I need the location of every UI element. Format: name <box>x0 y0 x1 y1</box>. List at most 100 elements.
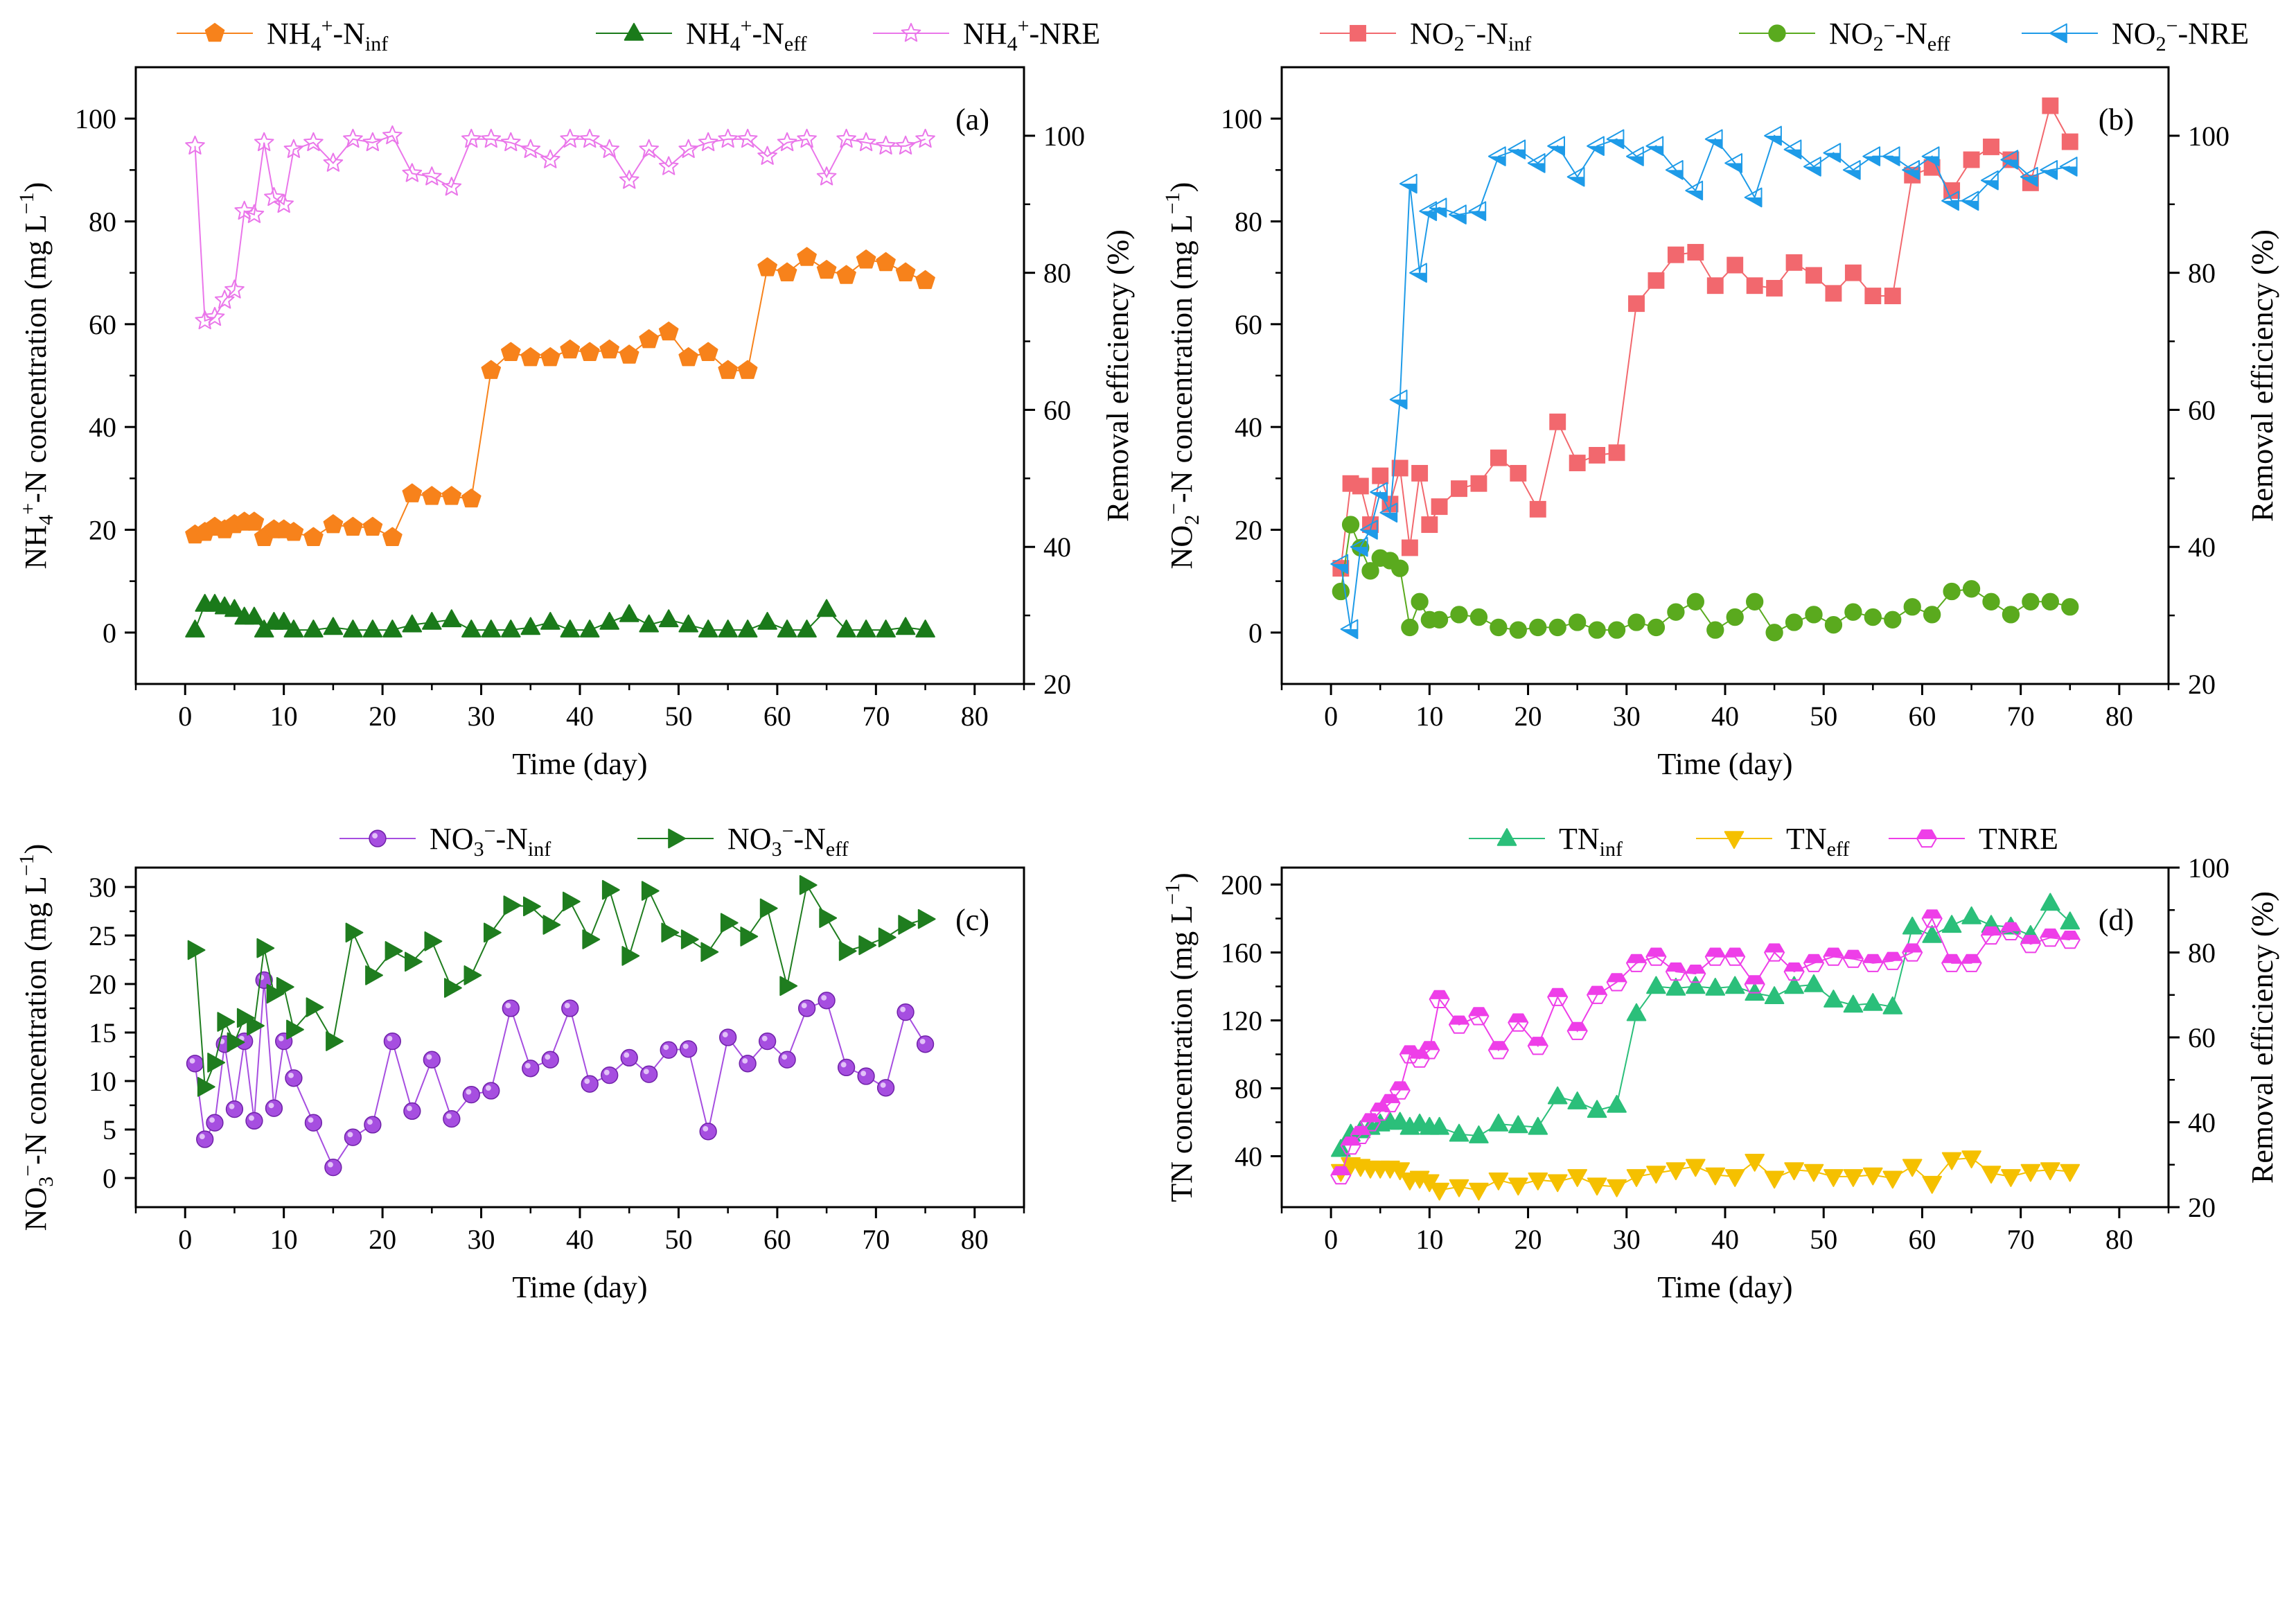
data-point-half <box>1469 1008 1489 1017</box>
data-point <box>1961 1150 1981 1168</box>
data-point <box>1922 925 1942 943</box>
data-point <box>621 946 640 966</box>
data-point <box>197 1077 215 1097</box>
data-point <box>639 614 659 633</box>
data-point-half <box>1449 1016 1469 1025</box>
data-point-highlight <box>229 1103 235 1109</box>
data-point <box>1627 613 1645 631</box>
data-point <box>217 1012 236 1032</box>
data-point <box>364 1116 382 1134</box>
data-point-half <box>1607 139 1624 149</box>
data-point <box>444 978 462 998</box>
data-point <box>343 516 363 536</box>
data-point <box>1430 611 1449 629</box>
chart-panel-c: 0 10 20 30 40 50 60 70 80 Time (day) 0 5 10 15 20 25 30 N… <box>15 820 1025 1304</box>
data-point <box>1823 990 1844 1008</box>
data-point-half <box>1567 177 1584 186</box>
y-right-tick-label: 20 <box>2188 669 2216 700</box>
legend-marker-half <box>1917 829 1936 838</box>
data-point <box>481 128 502 148</box>
data-point <box>1361 562 1379 580</box>
data-point <box>779 976 798 996</box>
plot-frame <box>1280 66 2170 685</box>
data-point <box>2041 592 2059 611</box>
legend-label: NO2−-Neff <box>1829 15 1950 55</box>
data-point <box>274 193 294 213</box>
data-point-half <box>1420 1042 1440 1051</box>
plot-frame <box>134 66 1025 685</box>
legend-marker <box>1768 24 1786 42</box>
series-d-0 <box>1331 893 2081 1157</box>
y-tick-label: 30 <box>89 872 116 903</box>
data-point <box>382 620 403 638</box>
series-c-0 <box>186 971 935 1177</box>
data-point <box>1882 1170 1903 1189</box>
data-point <box>1667 603 1685 621</box>
data-point <box>1569 455 1586 472</box>
data-point <box>915 270 935 290</box>
y-right-tick-label: 100 <box>1043 121 1085 152</box>
data-point <box>1529 500 1546 518</box>
x-tick-label: 40 <box>1711 701 1739 732</box>
data-point <box>797 999 816 1017</box>
data-point <box>658 156 679 175</box>
legend-label: TNeff <box>1786 822 1849 861</box>
data-point <box>818 992 836 1010</box>
y-right-tick-label: 100 <box>2188 852 2229 884</box>
x-axis-title: Time (day) <box>512 1270 647 1304</box>
data-point <box>383 1032 402 1051</box>
y-right-tick-label: 80 <box>2188 938 2216 969</box>
data-point <box>1646 976 1666 994</box>
data-point <box>1863 1167 1883 1186</box>
legend-entry: NO3−-Ninf <box>339 820 551 861</box>
data-point <box>461 489 482 508</box>
data-point <box>836 620 856 638</box>
data-point <box>422 486 442 505</box>
data-point <box>1666 978 1686 996</box>
data-point <box>1509 621 1527 639</box>
data-point <box>1332 582 1350 601</box>
data-point-half <box>2040 929 2060 938</box>
data-point <box>1547 1174 1568 1193</box>
data-point <box>799 875 818 895</box>
data-point <box>402 483 423 502</box>
data-point-half <box>1587 986 1607 995</box>
x-tick-label: 30 <box>1613 701 1641 732</box>
data-point <box>1421 516 1438 534</box>
data-point <box>1547 1086 1568 1105</box>
data-point <box>797 247 817 266</box>
data-point-highlight <box>407 1105 412 1112</box>
data-point <box>423 1051 441 1069</box>
legend-marker <box>901 23 921 42</box>
data-point <box>204 306 225 326</box>
data-point <box>1764 986 1785 1004</box>
data-point <box>1341 516 1360 534</box>
data-point-highlight <box>189 1057 195 1064</box>
data-point <box>283 139 304 158</box>
data-point <box>303 620 324 638</box>
data-point-highlight <box>643 1069 649 1075</box>
data-point <box>1469 608 1488 626</box>
data-point <box>719 1028 737 1046</box>
data-point-half <box>2060 166 2077 176</box>
data-point <box>1705 978 1726 996</box>
data-point <box>1982 592 2000 611</box>
data-point-half <box>1666 963 1686 972</box>
data-point <box>1508 1115 1528 1134</box>
y-right-tick-label: 40 <box>2188 532 2216 563</box>
series-line <box>195 256 926 539</box>
y-axis-title: NO3−-N concentration (mg L−1) <box>15 844 58 1231</box>
y-right-tick-label: 80 <box>1043 258 1071 289</box>
data-point <box>1528 1173 1548 1191</box>
y-tick-label: 80 <box>1235 1073 1262 1105</box>
x-tick-label: 70 <box>862 701 890 732</box>
x-tick-label: 50 <box>664 1224 692 1255</box>
data-point <box>1705 1167 1726 1186</box>
data-point <box>1706 277 1724 295</box>
data-point <box>1390 1112 1410 1130</box>
data-point-highlight <box>387 1035 393 1042</box>
y-tick-label: 10 <box>89 1066 116 1097</box>
data-point <box>836 265 856 284</box>
data-point-half <box>1331 1166 1351 1176</box>
data-point <box>501 132 521 152</box>
